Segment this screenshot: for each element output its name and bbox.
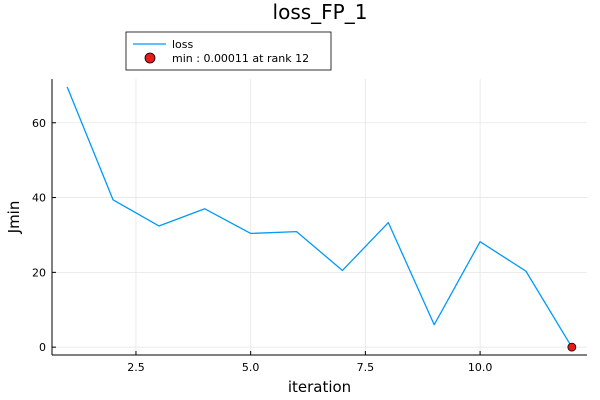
x-tick-label: 10.0 — [468, 361, 493, 374]
ticks: 2.5 5.0 7.5 10.0 0 20 40 60 — [32, 117, 492, 374]
axes — [51, 79, 587, 356]
y-tick-label: 20 — [32, 266, 46, 279]
legend-marker-swatch — [144, 52, 156, 64]
legend-entry-loss: loss — [172, 38, 194, 51]
series — [66, 86, 577, 352]
min-point-marker — [567, 342, 577, 352]
y-tick-label: 60 — [32, 117, 46, 130]
chart-title: loss_FP_1 — [273, 0, 368, 24]
legend-box — [125, 31, 332, 71]
y-tick-label: 0 — [39, 341, 46, 354]
grid — [52, 79, 587, 355]
x-tick-label: 5.0 — [242, 361, 260, 374]
x-tick-label: 2.5 — [127, 361, 145, 374]
series-line-loss — [66, 86, 573, 348]
legend-entry-min: min : 0.00011 at rank 12 — [172, 52, 309, 65]
x-axis-label: iteration — [288, 378, 351, 396]
x-tick-label: 7.5 — [357, 361, 375, 374]
legend: loss min : 0.00011 at rank 12 — [125, 31, 332, 71]
y-axis-label: Jmin — [5, 201, 23, 235]
y-tick-label: 40 — [32, 192, 46, 205]
